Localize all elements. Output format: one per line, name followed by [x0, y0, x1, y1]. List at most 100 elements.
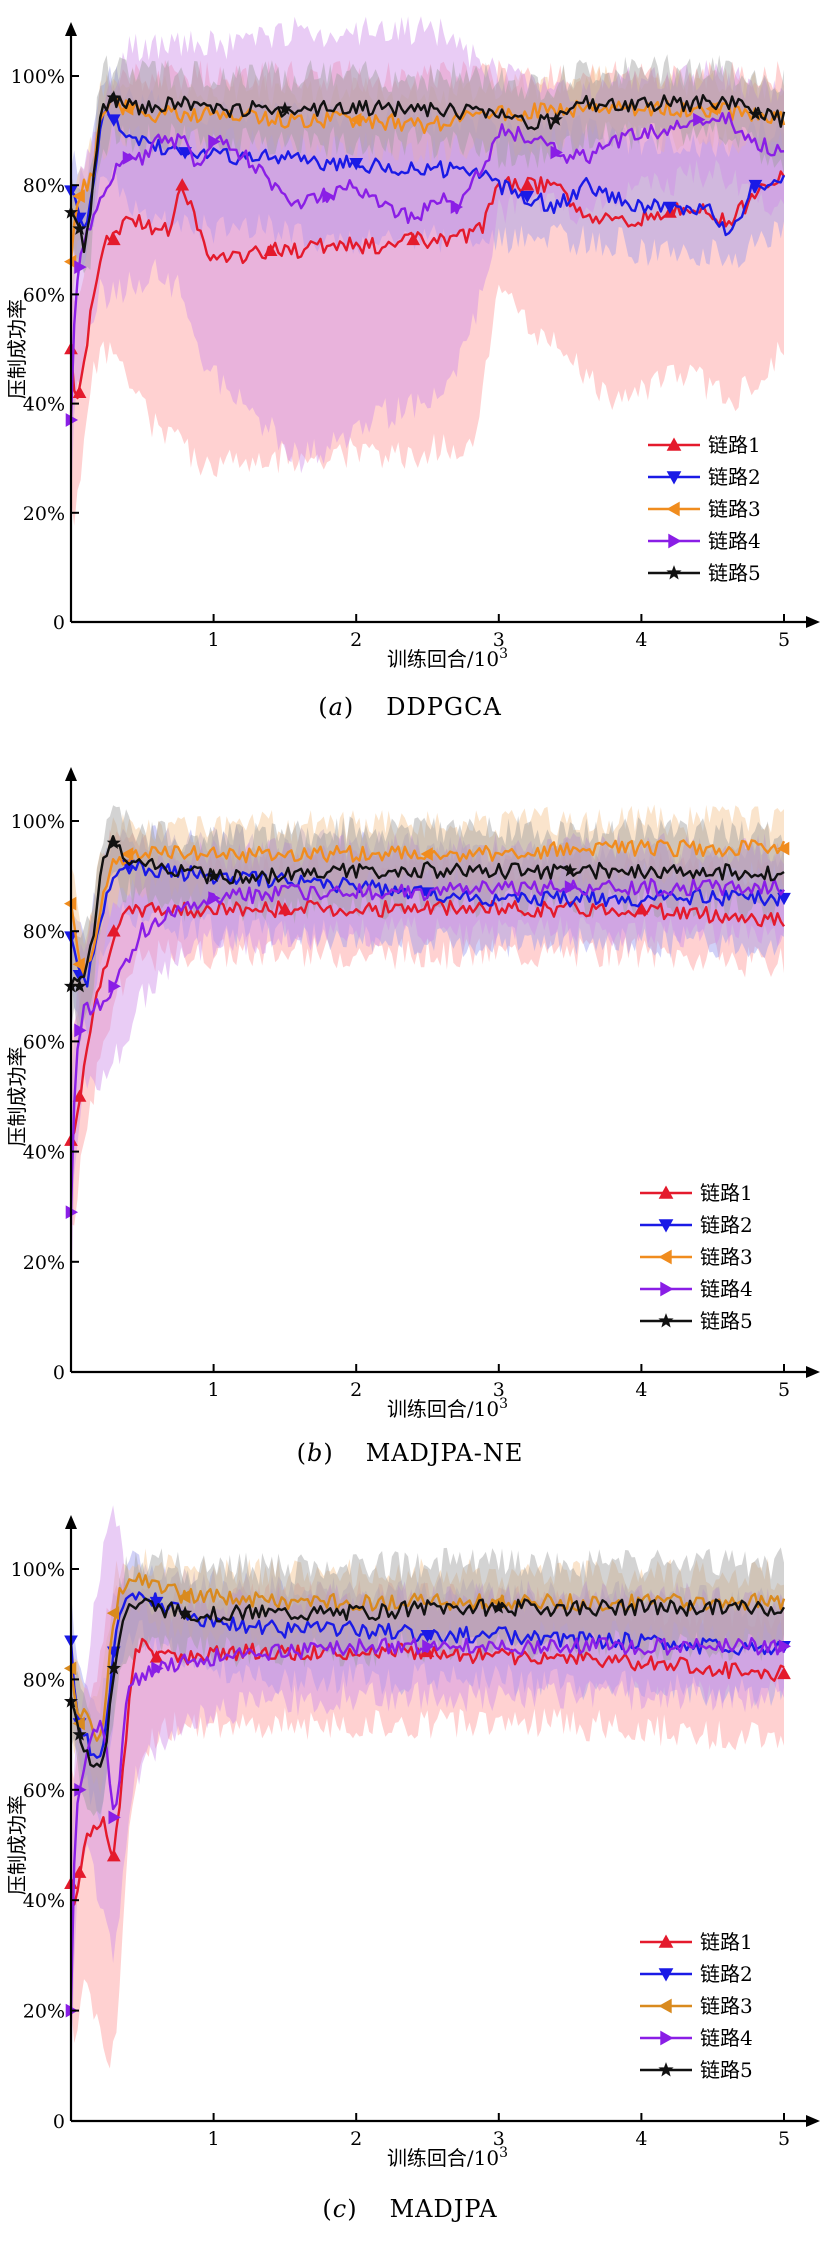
data-point-marker [277, 101, 292, 115]
data-point-marker [322, 189, 335, 203]
y-tick-label: 60% [23, 284, 65, 306]
legend-item: 链路3 [648, 497, 761, 521]
figure-caption: (a) DDPGCA [318, 693, 502, 721]
y-tick-label: 100% [11, 811, 65, 833]
caption-paren-open: ( [322, 2195, 332, 2223]
x-tick-label: 2 [350, 1379, 362, 1401]
y-tick-label: 20% [23, 503, 65, 525]
caption-method-name: MADJPA [390, 2195, 498, 2223]
chart-panel-c: 1 2 3 4 5 0 20% 40% 60% 80% 100% 训练回合/103 压制成功率 链路1 链路… [0, 1493, 820, 2243]
data-point-marker [693, 112, 706, 127]
legend-item: 链路3 [640, 1245, 753, 1269]
y-axis-title: 压制成功率 [5, 1047, 29, 1147]
caption-paren-close: ) [344, 693, 354, 721]
x-tick-label: 1 [208, 629, 220, 651]
legend-marker-icon [660, 2030, 674, 2046]
x-axis-title: 训练回合/103 [387, 2145, 508, 2170]
y-axis-arrow-icon [65, 1515, 77, 1529]
confidence-band-5 [71, 805, 784, 1043]
x-axis-arrow-icon [806, 2115, 820, 2127]
data-point-marker [106, 1661, 121, 1675]
y-axis-arrow-icon [65, 22, 77, 36]
series-line-5 [69, 1597, 786, 1768]
data-point-marker [778, 1639, 792, 1654]
data-point-marker [450, 200, 464, 214]
data-point-marker [106, 90, 121, 104]
legend-marker-icon [658, 1968, 674, 1982]
data-point-marker [108, 979, 121, 994]
legend-label: 链路5 [700, 1309, 753, 1333]
series-line-1 [69, 899, 785, 1142]
confidence-band-1 [71, 59, 784, 526]
caption-paren-open: ( [318, 693, 328, 721]
x-tick-label: 3 [493, 1379, 505, 1401]
x-tick-label: 3 [493, 629, 505, 651]
data-point-marker [122, 151, 136, 165]
data-point-marker [72, 1089, 87, 1102]
caption-method-name: MADJPA-NE [366, 1439, 524, 1467]
data-point-marker [663, 201, 677, 215]
y-tick-label: 100% [11, 1559, 65, 1581]
caption-paren-close: ) [347, 2195, 357, 2223]
legend-label: 链路4 [700, 2026, 753, 2050]
caption-paren-open: ( [297, 1439, 307, 1467]
caption-letter: a [329, 693, 344, 721]
legend-marker-icon [666, 437, 682, 451]
legend-label: 链路4 [700, 1277, 753, 1301]
data-point-marker [106, 232, 121, 246]
data-point-marker [178, 1589, 191, 1604]
series-line-4 [69, 1636, 786, 2011]
legend-marker-icon [666, 471, 682, 485]
y-tick-label: 80% [23, 921, 65, 943]
data-point-marker [206, 868, 221, 883]
legend-label: 链路3 [708, 497, 761, 521]
legend-item: 链路2 [640, 1962, 753, 1986]
confidence-band-1 [71, 1577, 784, 2069]
legend-label: 链路5 [700, 2058, 753, 2082]
legend-item: 链路5 [648, 561, 761, 585]
legend-item: 链路2 [640, 1213, 753, 1237]
x-axis-arrow-icon [806, 616, 820, 628]
series-line-5 [69, 835, 785, 987]
legend: 链路1 链路2 链路3 链路4 链路5 [640, 1181, 753, 1333]
x-axis-title-superscript: 3 [499, 1396, 508, 1412]
data-point-marker [72, 221, 87, 235]
legend-item: 链路1 [640, 1930, 753, 1954]
axes: 1 2 3 4 5 0 20% 40% 60% 80% 100% [11, 767, 820, 1401]
data-point-marker [420, 847, 433, 861]
legend-label: 链路3 [700, 1245, 753, 1269]
caption-letter: c [333, 2195, 347, 2223]
legend-label: 链路5 [708, 561, 761, 585]
data-point-marker [106, 1849, 121, 1862]
x-axis-title-superscript: 3 [499, 646, 508, 662]
data-point-marker [208, 134, 221, 149]
legend-marker-icon [658, 2062, 674, 2077]
series-line-4 [69, 111, 785, 421]
x-tick-label: 5 [778, 1379, 790, 1401]
legend-marker-icon [658, 1998, 672, 2014]
y-tick-label: 40% [23, 394, 65, 416]
y-tick-label: 40% [23, 1890, 65, 1912]
legend-label: 链路1 [700, 1181, 753, 1205]
data-point-marker [777, 892, 791, 906]
x-tick-label: 1 [208, 2128, 220, 2150]
legend-label: 链路2 [700, 1962, 753, 1986]
data-point-marker [106, 114, 121, 127]
caption-letter: b [307, 1439, 323, 1467]
x-tick-label: 4 [635, 1379, 647, 1401]
data-point-marker [72, 189, 85, 203]
y-tick-label: 40% [23, 1142, 65, 1164]
data-point-marker [563, 863, 578, 877]
x-tick-label: 5 [778, 629, 790, 651]
data-point-marker [208, 891, 221, 905]
legend-marker-icon [658, 1934, 674, 1948]
x-tick-label: 3 [493, 2128, 505, 2150]
legend-marker-icon [658, 1185, 674, 1199]
data-point-marker [550, 145, 563, 160]
chart-panel-a: 1 2 3 4 5 0 20% 40% 60% 80% 100% 训练回合/103 压制成功率 链路1 链路… [0, 0, 820, 740]
data-point-marker [422, 1639, 435, 1654]
data-point-marker [520, 190, 535, 204]
data-point-marker [776, 841, 790, 856]
legend-item: 链路5 [640, 1309, 753, 1333]
y-tick-label: 60% [23, 1780, 65, 1802]
